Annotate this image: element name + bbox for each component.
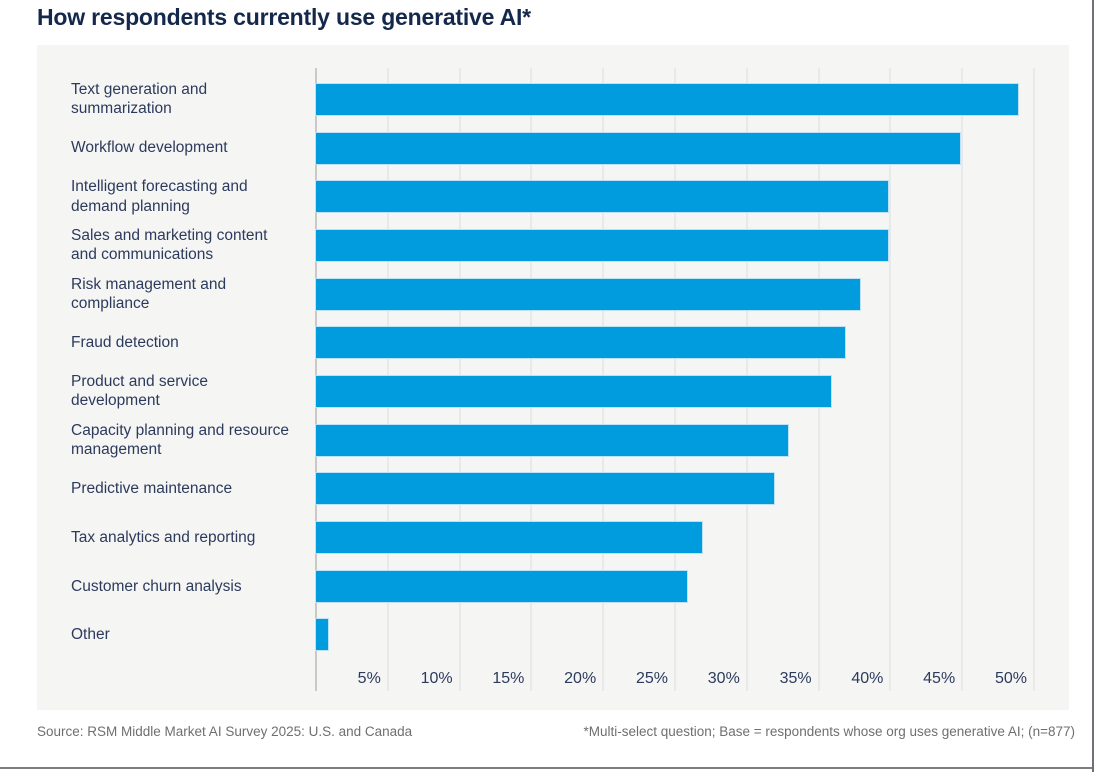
bar: [315, 374, 832, 408]
x-tick-label: 40%: [851, 670, 884, 687]
chart-row: Intelligent forecasting and demand plann…: [37, 172, 1069, 221]
bar-rows: Text generation and summarization Workflo…: [37, 75, 1069, 659]
bar: [315, 228, 890, 262]
category-label: Customer churn analysis: [71, 577, 242, 595]
chart-panel: Text generation and summarization Workflo…: [37, 45, 1069, 710]
methodology-note: *Multi-select question; Base = responden…: [583, 724, 1075, 739]
x-tick-label: 45%: [923, 670, 956, 687]
chart-row: Fraud detection: [37, 318, 1069, 367]
category-label: Intelligent forecasting and demand plann…: [71, 178, 248, 215]
chart-row: Product and service development: [37, 367, 1069, 416]
chart-row: Capacity planning and resource managemen…: [37, 416, 1069, 465]
category-label: Fraud detection: [71, 334, 179, 352]
right-border: [1091, 0, 1094, 772]
x-tick-label: 30%: [707, 670, 740, 687]
category-label: Other: [71, 626, 110, 644]
bar: [315, 521, 703, 555]
bar: [315, 472, 775, 506]
category-label: Risk management and compliance: [71, 275, 227, 313]
x-tick-label: 15%: [492, 670, 525, 687]
bar: [315, 82, 1019, 116]
bar: [315, 277, 861, 311]
gridline: [889, 68, 892, 691]
category-label: Text generation and summarization: [71, 80, 208, 118]
x-tick-label: 50%: [994, 670, 1027, 687]
bar: [315, 569, 689, 603]
category-label: Workflow development: [71, 139, 228, 157]
bottom-rule: [0, 767, 1094, 769]
chart-row: Workflow development: [37, 124, 1069, 173]
chart-row: Predictive maintenance: [37, 465, 1069, 514]
chart-row: Risk management and compliance: [37, 270, 1069, 319]
x-tick-label: 10%: [420, 670, 453, 687]
bar: [315, 326, 847, 360]
bar: [315, 423, 789, 457]
source-note: Source: RSM Middle Market AI Survey 2025…: [37, 724, 413, 739]
bar: [315, 131, 962, 165]
chart-row: Sales and marketing content and communic…: [37, 221, 1069, 270]
category-label: Product and service development: [71, 373, 208, 410]
x-tick-label: 35%: [779, 670, 812, 687]
category-label: Sales and marketing content and communic…: [71, 227, 268, 264]
category-label: Predictive maintenance: [71, 480, 233, 498]
category-label: Capacity planning and resource managemen…: [71, 421, 289, 459]
x-tick-label: 20%: [564, 670, 597, 687]
chart-title: How respondents currently use generative…: [37, 4, 531, 30]
gridline: [961, 68, 964, 691]
gridline: [1033, 68, 1035, 691]
x-axis-ticks: 5% 10% 15% 20% 25% 30% 35% 40% 45% 50%: [37, 670, 1069, 692]
x-tick-label: 25%: [635, 670, 668, 687]
category-label: Tax analytics and reporting: [71, 528, 256, 546]
chart-row: Customer churn analysis: [37, 562, 1069, 611]
bar: [315, 180, 890, 214]
chart-row: Other: [37, 611, 1069, 660]
footer: Source: RSM Middle Market AI Survey 2025…: [37, 724, 1075, 739]
chart-row: Tax analytics and reporting: [37, 513, 1069, 562]
bar: [315, 618, 330, 652]
chart-row: Text generation and summarization: [37, 75, 1069, 124]
x-tick-label: 5%: [357, 670, 381, 687]
